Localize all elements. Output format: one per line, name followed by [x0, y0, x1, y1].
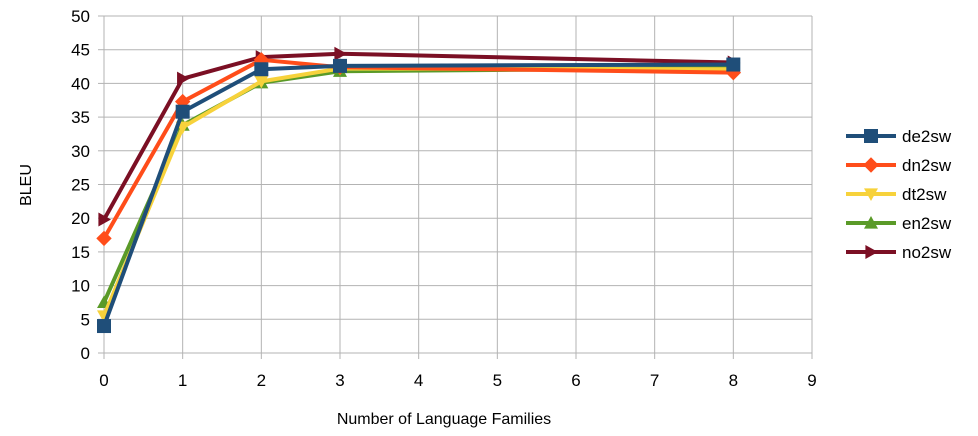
- y-tick-label: 40: [71, 74, 90, 93]
- data-point-no2sw: [177, 71, 190, 86]
- legend-label: de2sw: [902, 127, 952, 146]
- legend-item-dn2sw: dn2sw: [846, 156, 952, 175]
- x-tick-label: 6: [571, 371, 580, 390]
- legend-marker: [863, 157, 879, 173]
- series-no2sw: [98, 46, 741, 227]
- legend-label: en2sw: [902, 214, 952, 233]
- legend-item-en2sw: en2sw: [846, 214, 952, 233]
- x-tick-label: 2: [257, 371, 266, 390]
- y-tick-label: 50: [71, 7, 90, 26]
- y-tick-label: 30: [71, 142, 90, 161]
- data-point-de2sw: [175, 104, 190, 119]
- x-tick-label: 0: [99, 371, 108, 390]
- y-tick-label: 35: [71, 108, 90, 127]
- legend-marker: [864, 129, 878, 143]
- y-tick-label: 25: [71, 176, 90, 195]
- x-tick-labels: 0 1 2 3 4 5 6 7 8 9: [99, 371, 816, 390]
- data-point-no2sw: [98, 212, 111, 227]
- data-point-no2sw: [334, 46, 347, 61]
- x-tick-label: 3: [335, 371, 344, 390]
- y-axis-title: BLEU: [18, 164, 35, 206]
- y-tick-label: 0: [81, 344, 90, 363]
- legend-marker: [865, 245, 878, 259]
- y-tick-labels: 0 5 10 15 20 25 30 35 40 45 50: [71, 7, 90, 363]
- data-point-de2sw: [97, 319, 111, 334]
- legend: de2sw dn2sw dt2sw en2sw no2sw: [846, 127, 952, 262]
- plot-series: [96, 46, 742, 334]
- y-tick-label: 45: [71, 41, 90, 60]
- y-tick-label: 20: [71, 209, 90, 228]
- x-axis-title: Number of Language Families: [337, 411, 551, 428]
- x-tick-label: 9: [807, 371, 816, 390]
- x-tick-label: 7: [650, 371, 659, 390]
- legend-marker: [864, 216, 878, 229]
- y-tick-label: 15: [71, 243, 90, 262]
- data-point-de2sw: [254, 62, 269, 77]
- data-point-dt2sw: [254, 75, 269, 89]
- x-tick-label: 5: [493, 371, 502, 390]
- data-point-de2sw: [726, 57, 741, 72]
- x-tick-label: 8: [729, 371, 738, 390]
- legend-label: dn2sw: [902, 156, 952, 175]
- gridlines: [103, 15, 813, 354]
- legend-item-no2sw: no2sw: [846, 243, 952, 262]
- legend-marker: [864, 188, 878, 201]
- data-point-de2sw: [333, 58, 347, 73]
- y-tick-label: 5: [81, 310, 90, 329]
- x-tick-label: 1: [178, 371, 187, 390]
- legend-item-dt2sw: dt2sw: [846, 185, 947, 204]
- data-point-dn2sw: [96, 230, 112, 247]
- series-de2sw: [97, 57, 741, 334]
- legend-label: no2sw: [902, 243, 952, 262]
- x-tick-label: 4: [414, 371, 423, 390]
- y-tick-label: 10: [71, 277, 90, 296]
- legend-item-de2sw: de2sw: [846, 127, 952, 146]
- legend-label: dt2sw: [902, 185, 947, 204]
